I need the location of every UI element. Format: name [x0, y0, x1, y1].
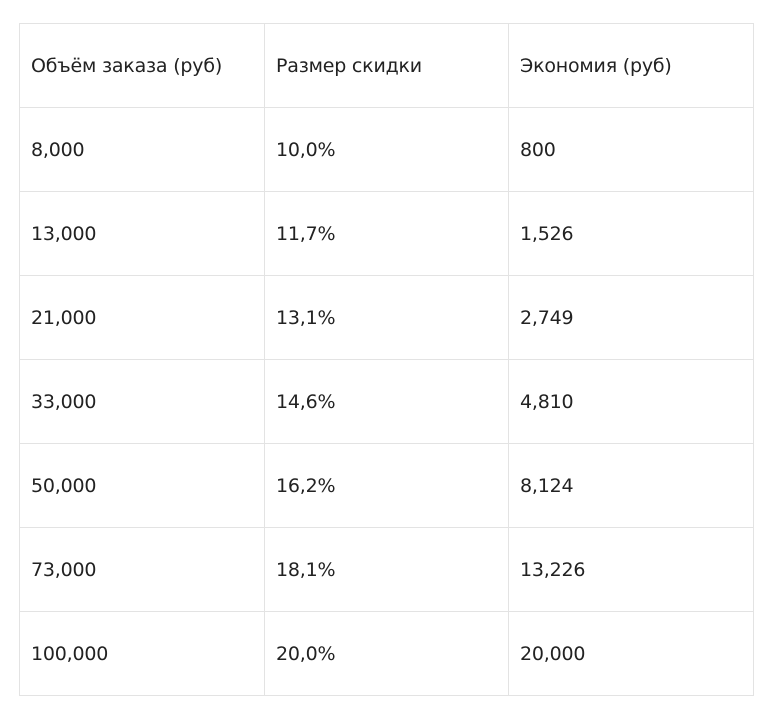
header-savings: Экономия (руб) [508, 23, 754, 108]
table-row: 21,000 13,1% 2,749 [19, 275, 754, 360]
cell-order-volume: 33,000 [19, 359, 265, 444]
table-row: 50,000 16,2% 8,124 [19, 443, 754, 528]
cell-discount-size: 10,0% [264, 107, 509, 192]
cell-savings: 4,810 [508, 359, 754, 444]
cell-savings: 8,124 [508, 443, 754, 528]
cell-discount-size: 14,6% [264, 359, 509, 444]
cell-savings: 2,749 [508, 275, 754, 360]
table-row: 73,000 18,1% 13,226 [19, 527, 754, 612]
cell-discount-size: 20,0% [264, 611, 509, 696]
cell-savings: 20,000 [508, 611, 754, 696]
cell-order-volume: 8,000 [19, 107, 265, 192]
header-discount-size: Размер скидки [264, 23, 509, 108]
cell-order-volume: 100,000 [19, 611, 265, 696]
cell-discount-size: 16,2% [264, 443, 509, 528]
cell-savings: 1,526 [508, 191, 754, 276]
table-row: 8,000 10,0% 800 [19, 107, 754, 192]
table-row: 33,000 14,6% 4,810 [19, 359, 754, 444]
header-order-volume: Объём заказа (руб) [19, 23, 265, 108]
table-row: 100,000 20,0% 20,000 [19, 611, 754, 696]
cell-order-volume: 21,000 [19, 275, 265, 360]
discount-table: Объём заказа (руб) Размер скидки Экономи… [19, 23, 754, 696]
table-row: 13,000 11,7% 1,526 [19, 191, 754, 276]
cell-discount-size: 11,7% [264, 191, 509, 276]
table-header-row: Объём заказа (руб) Размер скидки Экономи… [19, 23, 754, 108]
cell-discount-size: 18,1% [264, 527, 509, 612]
cell-order-volume: 13,000 [19, 191, 265, 276]
cell-savings: 800 [508, 107, 754, 192]
cell-order-volume: 73,000 [19, 527, 265, 612]
cell-discount-size: 13,1% [264, 275, 509, 360]
cell-savings: 13,226 [508, 527, 754, 612]
cell-order-volume: 50,000 [19, 443, 265, 528]
